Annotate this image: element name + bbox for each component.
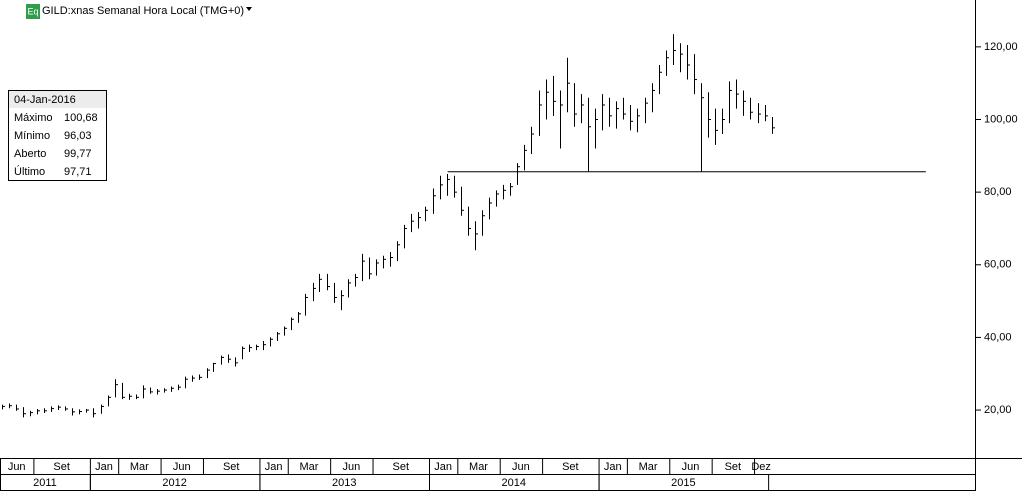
y-tick-label: 40,00 xyxy=(984,331,1012,343)
year-label: 2014 xyxy=(502,477,526,489)
x-tick-label: Set xyxy=(53,461,70,473)
info-value: 99,77 xyxy=(64,148,92,160)
header-icon-text: Eq xyxy=(27,6,38,16)
x-tick-label: Jun xyxy=(512,461,530,473)
info-value: 100,68 xyxy=(64,112,98,124)
y-tick-label: 120,00 xyxy=(984,41,1018,53)
year-label: 2013 xyxy=(332,477,356,489)
info-label: Máximo xyxy=(14,112,53,124)
info-value: 96,03 xyxy=(64,130,92,142)
x-tick-label: Set xyxy=(223,461,240,473)
info-label: Último xyxy=(14,165,45,178)
info-label: Aberto xyxy=(14,148,46,160)
x-tick-label: Set xyxy=(393,461,410,473)
x-tick-label: Dez xyxy=(751,461,771,473)
y-tick-label: 100,00 xyxy=(984,113,1018,125)
y-tick-label: 80,00 xyxy=(984,186,1012,198)
info-label: Mínimo xyxy=(14,130,50,142)
x-tick-label: Jan xyxy=(265,461,283,473)
info-box: 04-Jan-2016 Máximo 100,68 Mínimo 96,03 A… xyxy=(8,90,107,181)
x-tick-label: Set xyxy=(725,461,742,473)
x-tick-label: Jan xyxy=(604,461,622,473)
x-tick-label: Mar xyxy=(130,461,149,473)
x-tick-label: Mar xyxy=(299,461,318,473)
y-tick-label: 20,00 xyxy=(984,404,1012,416)
header-icon xyxy=(26,4,40,19)
year-label: 2015 xyxy=(671,477,695,489)
x-tick-label: Jun xyxy=(8,461,26,473)
x-tick-label: Jun xyxy=(173,461,191,473)
x-tick-label: Jun xyxy=(682,461,700,473)
header-title[interactable]: GILD:xnas Semanal Hora Local (TMG+0) xyxy=(42,5,244,17)
x-tick-label: Mar xyxy=(469,461,488,473)
info-box-header xyxy=(9,91,106,108)
x-tick-label: Jan xyxy=(95,461,113,473)
x-tick-label: Mar xyxy=(639,461,658,473)
header: Eq GILD:xnas Semanal Hora Local (TMG+0) xyxy=(26,4,252,19)
y-tick-label: 60,00 xyxy=(984,259,1012,271)
year-label: 2012 xyxy=(162,477,186,489)
x-tick-label: Jan xyxy=(434,461,452,473)
x-tick-label: Set xyxy=(562,461,579,473)
x-tick-label: Jun xyxy=(342,461,360,473)
year-label: 2011 xyxy=(33,477,57,489)
dropdown-arrow[interactable] xyxy=(246,7,252,11)
info-value: 97,71 xyxy=(64,166,92,178)
info-date: 04-Jan-2016 xyxy=(14,94,76,106)
